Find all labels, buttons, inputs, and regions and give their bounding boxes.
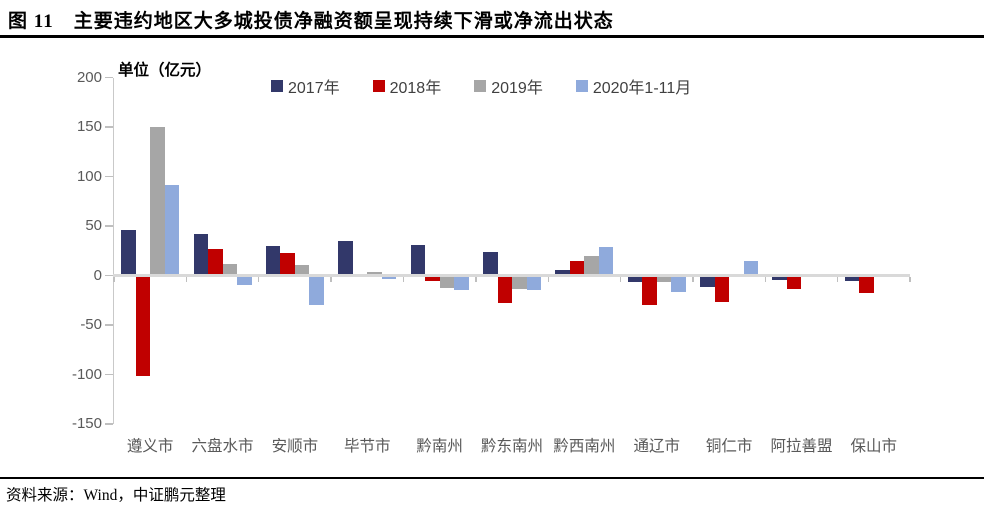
x-axis-label: 保山市 bbox=[850, 438, 898, 455]
bar-2018年-保山市 bbox=[859, 277, 874, 293]
source-divider bbox=[0, 477, 984, 479]
y-axis-tick-label: 150 bbox=[76, 118, 102, 135]
bar-2019年-遵义市 bbox=[150, 127, 165, 274]
bar-2019年-六盘水市 bbox=[222, 264, 238, 274]
legend-label: 2018年 bbox=[389, 80, 442, 97]
bar-2020年1-11月-毕节市 bbox=[381, 277, 397, 279]
bar-2018年-安顺市 bbox=[280, 253, 295, 274]
y-axis-line bbox=[112, 77, 114, 424]
legend-label: 2017年 bbox=[288, 80, 340, 97]
bar-2019年-通辽市 bbox=[656, 277, 672, 282]
y-axis-tick-label: -50 bbox=[80, 316, 102, 333]
bar-2018年-六盘水市 bbox=[208, 249, 223, 274]
bar-2019年-黔西南州 bbox=[584, 256, 599, 274]
x-axis-label: 黔南州 bbox=[416, 438, 463, 455]
y-axis-tick bbox=[105, 423, 113, 425]
unit-label: 单位（亿元） bbox=[118, 62, 212, 79]
x-axis-label: 毕节市 bbox=[344, 438, 391, 455]
bar-2017年-六盘水市 bbox=[193, 234, 209, 274]
bar-2020年1-11月-铜仁市 bbox=[743, 261, 759, 274]
bar-2018年-通辽市 bbox=[642, 277, 657, 305]
bar-2017年-黔南州 bbox=[410, 245, 426, 274]
legend-item-2017年: 2017年 bbox=[271, 74, 340, 98]
x-axis-tick bbox=[837, 277, 839, 282]
x-axis-zero-line bbox=[112, 274, 910, 277]
x-axis-tick bbox=[330, 277, 332, 282]
bar-2018年-铜仁市 bbox=[714, 277, 730, 302]
bar-2019年-毕节市 bbox=[367, 272, 382, 274]
bar-2017年-黔东南州 bbox=[483, 252, 498, 274]
x-axis-tick bbox=[692, 277, 694, 282]
legend-swatch-icon bbox=[474, 80, 487, 92]
y-axis-tick-label: 100 bbox=[76, 167, 102, 185]
x-axis-label: 遵义市 bbox=[126, 438, 174, 455]
bar-2018年-黔南州 bbox=[425, 277, 440, 281]
y-axis-tick bbox=[105, 175, 113, 178]
y-axis-tick-label: 0 bbox=[93, 266, 102, 284]
bar-2020年1-11月-黔东南州 bbox=[526, 277, 541, 290]
y-axis-tick-label: -100 bbox=[71, 365, 102, 383]
legend-label: 2019年 bbox=[491, 80, 543, 97]
y-axis-tick bbox=[105, 324, 113, 326]
y-axis-tick bbox=[105, 225, 113, 227]
figure-title: 图 11 主要违约地区大多城投债净融资额呈现持续下滑或净流出状态 bbox=[8, 11, 614, 32]
legend-item-2018年: 2018年 bbox=[372, 74, 442, 98]
x-axis-label: 安顺市 bbox=[271, 438, 319, 455]
x-axis-label: 六盘水市 bbox=[191, 438, 254, 455]
x-axis-label: 黔西南州 bbox=[553, 438, 616, 455]
bar-2018年-阿拉善盟 bbox=[786, 277, 802, 289]
bar-2017年-通辽市 bbox=[627, 277, 643, 282]
x-axis-tick bbox=[113, 277, 115, 282]
legend-label: 2020年1-11月 bbox=[592, 80, 692, 97]
x-axis-tick bbox=[258, 277, 260, 282]
bar-2017年-毕节市 bbox=[338, 241, 353, 274]
bar-2017年-阿拉善盟 bbox=[772, 277, 787, 280]
bar-2018年-黔东南州 bbox=[497, 277, 512, 303]
bar-2019年-安顺市 bbox=[294, 265, 310, 274]
y-axis-tick-label: 50 bbox=[85, 217, 102, 234]
bar-2017年-保山市 bbox=[844, 277, 860, 281]
y-axis-tick bbox=[105, 126, 113, 128]
legend-swatch-icon bbox=[372, 80, 385, 92]
bar-2018年-黔西南州 bbox=[569, 261, 585, 274]
bar-2020年1-11月-黔西南州 bbox=[598, 247, 614, 274]
y-axis-tick bbox=[105, 274, 113, 277]
bar-2020年1-11月-黔南州 bbox=[454, 277, 469, 290]
x-axis-label: 铜仁市 bbox=[705, 438, 753, 455]
legend-swatch-icon bbox=[271, 80, 283, 92]
bar-2018年-遵义市 bbox=[135, 277, 151, 376]
source-note: 资料来源：Wind，中证鹏元整理 bbox=[6, 487, 226, 504]
y-axis-tick-label: 200 bbox=[76, 68, 102, 86]
bar-2020年1-11月-遵义市 bbox=[164, 184, 180, 274]
y-axis-tick bbox=[105, 76, 113, 79]
x-axis-tick bbox=[909, 277, 911, 282]
y-axis-tick-label: -150 bbox=[71, 415, 102, 432]
bar-2017年-遵义市 bbox=[121, 230, 136, 274]
x-axis-tick bbox=[547, 277, 549, 282]
bar-2019年-黔南州 bbox=[439, 277, 455, 288]
bar-2020年1-11月-六盘水市 bbox=[237, 277, 252, 285]
legend-item-2020年1-11月: 2020年1-11月 bbox=[575, 74, 692, 98]
x-axis-label: 通辽市 bbox=[633, 438, 680, 455]
bar-2017年-安顺市 bbox=[265, 246, 281, 274]
legend-item-2019年: 2019年 bbox=[474, 74, 543, 98]
y-axis-tick bbox=[105, 373, 113, 376]
bar-2020年1-11月-通辽市 bbox=[671, 277, 686, 292]
x-axis-tick bbox=[475, 277, 477, 282]
x-axis-tick bbox=[402, 277, 405, 282]
x-axis-label: 黔东南州 bbox=[480, 438, 543, 455]
bar-2019年-黔东南州 bbox=[512, 277, 527, 289]
x-axis-tick bbox=[764, 277, 766, 282]
title-divider bbox=[0, 35, 984, 38]
bar-2020年1-11月-安顺市 bbox=[309, 277, 324, 305]
x-axis-tick bbox=[619, 277, 622, 282]
chart-legend: 2017年 2018年 2019年 2020年1-11月 bbox=[271, 74, 691, 98]
legend-swatch-icon bbox=[575, 80, 588, 92]
x-axis-tick bbox=[185, 277, 188, 282]
bar-2017年-黔西南州 bbox=[555, 270, 570, 274]
x-axis-label: 阿拉善盟 bbox=[770, 438, 833, 455]
bar-2017年-铜仁市 bbox=[700, 277, 715, 287]
